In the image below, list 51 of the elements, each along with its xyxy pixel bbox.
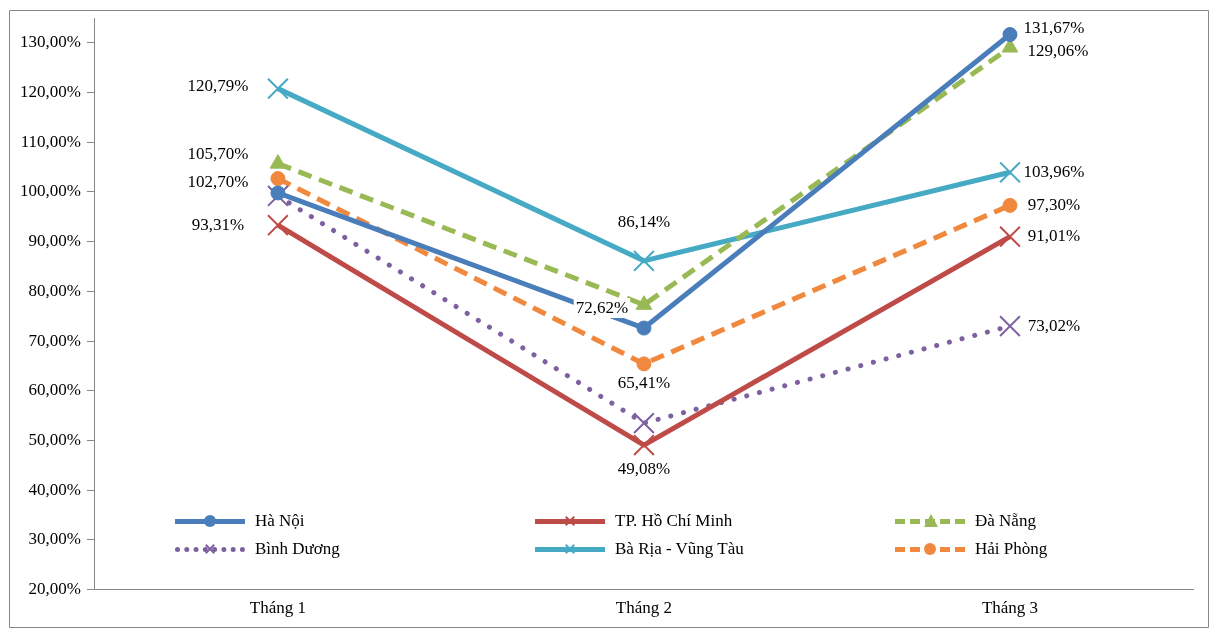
point (636, 320, 652, 336)
data-label: 65,41% (617, 373, 671, 393)
point (633, 412, 655, 434)
data-label: 86,14% (617, 212, 671, 232)
legend-label: Bà Rịa - Vũng Tàu (615, 539, 744, 559)
point (267, 185, 289, 207)
data-label: 102,70% (187, 172, 249, 192)
data-label: 103,96% (1023, 161, 1085, 181)
x-tick-label: Tháng 3 (981, 598, 1039, 618)
legend-label: TP. Hồ Chí Minh (615, 511, 733, 531)
x-tick-label: Tháng 2 (615, 598, 673, 618)
point (1002, 197, 1018, 213)
point (999, 225, 1021, 248)
y-tick-label: 130,00% (19, 32, 81, 52)
point (999, 315, 1021, 337)
data-label: 129,06% (1027, 40, 1089, 60)
data-label: 72,62% (575, 297, 629, 317)
y-tick-label: 90,00% (28, 231, 81, 251)
data-label: 97,30% (1027, 194, 1081, 214)
y-tick-label: 70,00% (28, 330, 81, 350)
legend-label: Đà Nẵng (975, 511, 1036, 531)
point (269, 154, 287, 169)
y-tick-label: 30,00% (28, 529, 81, 549)
legend-label: Bình Dương (255, 539, 340, 559)
point (270, 171, 286, 187)
y-tick-label: 100,00% (19, 181, 81, 201)
point (999, 161, 1021, 184)
y-tick-label: 60,00% (28, 380, 81, 400)
y-tick-label: 50,00% (28, 429, 81, 449)
point (1002, 27, 1018, 43)
point (267, 77, 289, 100)
legend-label: Hải Phòng (975, 539, 1048, 559)
y-tick-label: 80,00% (28, 280, 81, 300)
data-label: 105,70% (187, 144, 249, 164)
point (633, 434, 655, 456)
data-label: 73,02% (1027, 315, 1081, 335)
data-label: 91,01% (1027, 226, 1081, 246)
point (270, 185, 286, 201)
y-tick-label: 120,00% (19, 82, 81, 102)
legend-label: Hà Nội (255, 511, 305, 531)
x-tick-label: Tháng 1 (249, 598, 307, 618)
data-label: 131,67% (1023, 18, 1085, 38)
data-label: 49,08% (617, 458, 671, 478)
y-tick-label: 40,00% (28, 479, 81, 499)
point (636, 356, 652, 372)
data-label: 93,31% (191, 214, 245, 234)
data-label: 120,79% (187, 76, 249, 96)
point (633, 249, 655, 272)
y-tick-label: 110,00% (20, 131, 81, 151)
y-tick-label: 20,00% (28, 579, 81, 599)
point (267, 214, 289, 237)
